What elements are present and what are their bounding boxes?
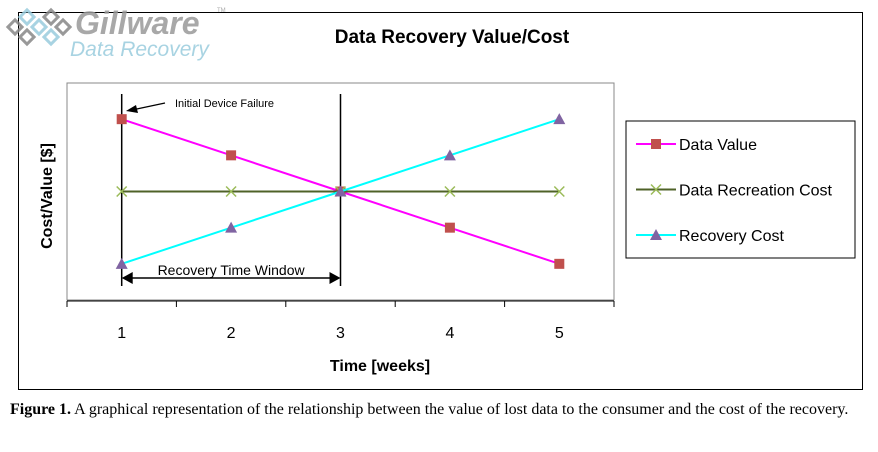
x-tick-label: 1 [117, 325, 126, 342]
x-tick-label: 2 [227, 325, 236, 342]
logo-tm: TM [217, 8, 226, 14]
square-marker [554, 258, 565, 269]
triangle-marker [553, 113, 566, 125]
chart: Gillware TM Data Recovery Data Recovery … [5, 5, 856, 375]
logo-sub: Data Recovery [70, 38, 210, 61]
x-axis-label: Time [weeks] [330, 358, 430, 375]
y-axis-label: Cost/Value [$] [39, 143, 56, 249]
series-recovery-cost [115, 113, 566, 269]
chart-frame [18, 12, 863, 390]
failure-label: Initial Device Failure [175, 98, 274, 110]
square-marker [226, 150, 237, 161]
square-marker [444, 222, 455, 233]
x-tick-label: 4 [445, 325, 454, 342]
logo: Gillware TM Data Recovery [5, 5, 226, 61]
legend-label: Recovery Cost [679, 228, 784, 245]
x-marker [225, 185, 237, 198]
window-label: Recovery Time Window [158, 262, 306, 278]
x-tick-label: 3 [336, 325, 345, 342]
triangle-marker [650, 229, 662, 240]
chart-title: Data Recovery Value/Cost [335, 27, 570, 48]
x-marker [116, 185, 128, 198]
x-marker [553, 185, 565, 198]
failure-arrow [131, 102, 166, 111]
square-marker [116, 114, 127, 125]
triangle-marker [443, 149, 456, 161]
legend-label: Data Value [679, 137, 757, 154]
triangle-marker [115, 257, 128, 269]
caption-text: A graphical representation of the relati… [71, 401, 849, 418]
legend-label: Data Recreation Cost [679, 183, 833, 200]
square-marker [651, 139, 661, 149]
triangle-marker [334, 185, 347, 197]
figure-caption: Figure 1. A graphical representation of … [10, 400, 875, 420]
x-tick-label: 5 [555, 325, 564, 342]
failure-arrowhead-icon [126, 105, 138, 113]
triangle-marker [225, 221, 238, 233]
logo-diamonds-icon [5, 7, 73, 47]
x-marker [444, 185, 456, 198]
caption-label: Figure 1. [10, 401, 72, 418]
x-marker [650, 183, 662, 196]
logo-brand: Gillware [75, 5, 200, 41]
